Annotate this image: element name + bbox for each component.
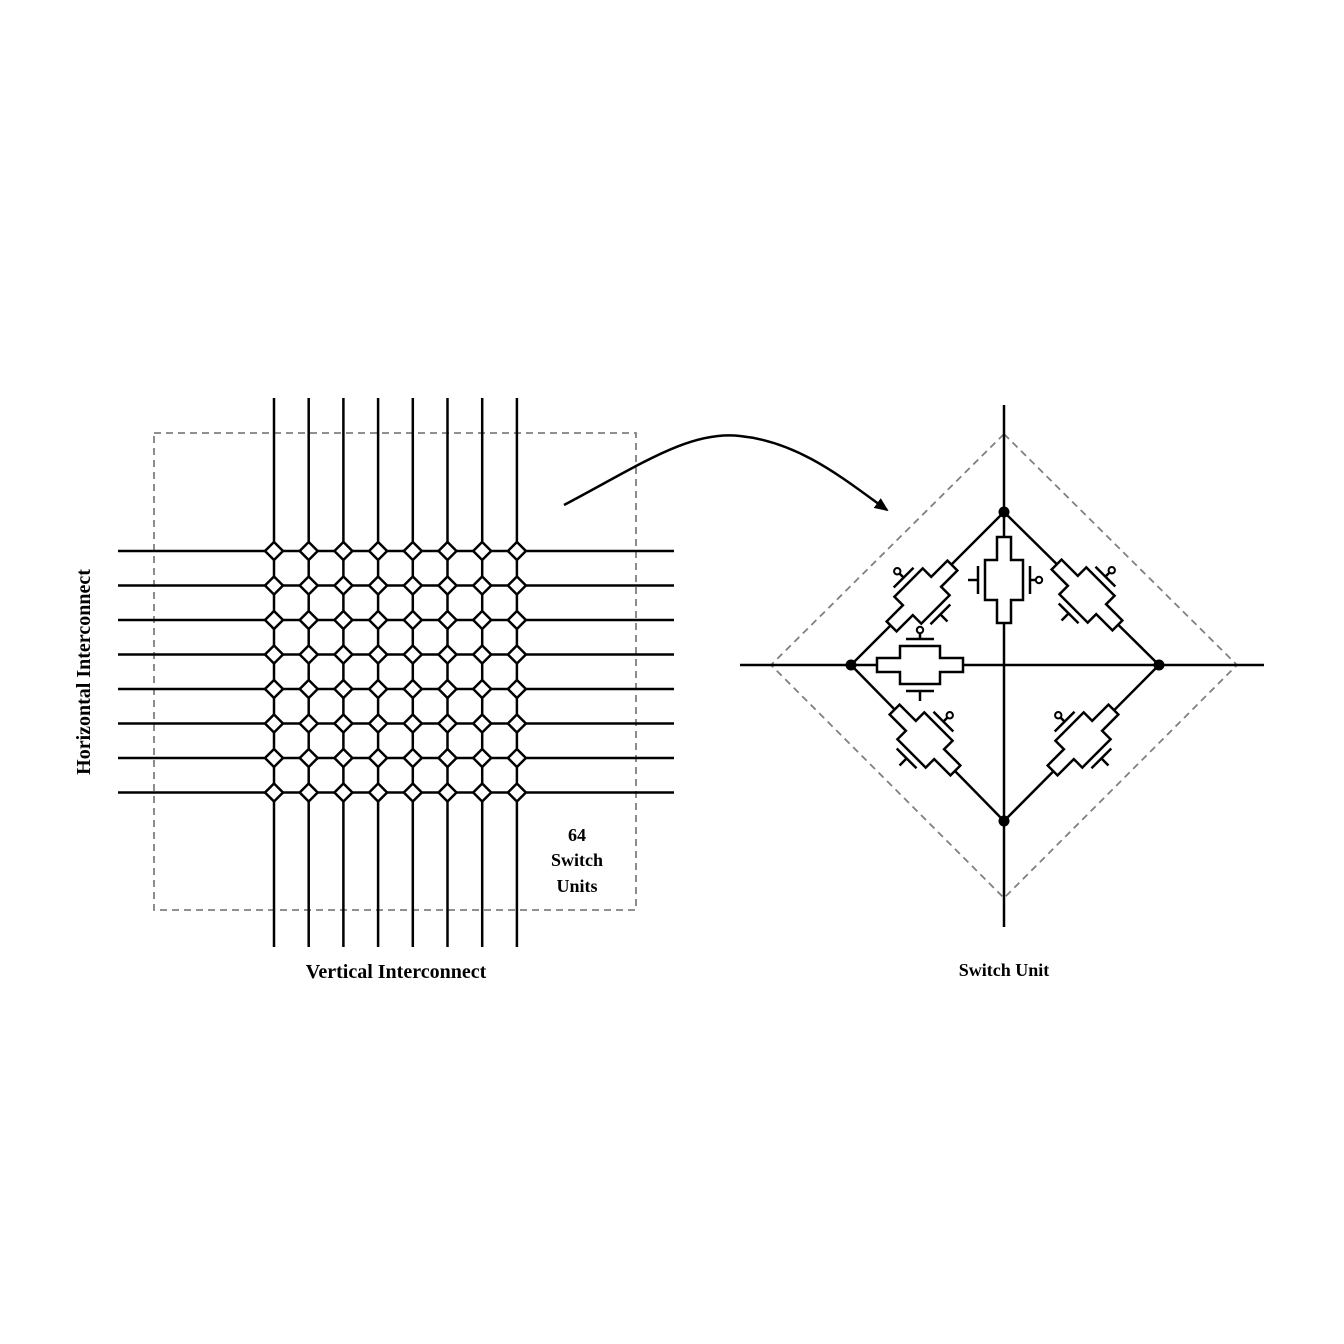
switch-unit xyxy=(436,643,459,666)
switch-unit xyxy=(471,540,493,562)
switch-unit xyxy=(367,678,389,700)
switch-unit xyxy=(436,574,459,597)
switch-unit xyxy=(297,540,320,562)
transmission-gate-lower-left xyxy=(887,702,963,778)
switch-unit xyxy=(436,540,459,562)
switch-unit xyxy=(367,540,389,562)
switch-unit xyxy=(506,540,528,562)
switch-unit xyxy=(332,678,355,700)
switch-unit xyxy=(506,574,528,597)
switch-unit xyxy=(332,747,355,769)
switch-unit xyxy=(263,540,285,562)
junction-dot-top xyxy=(998,506,1010,518)
switch-unit xyxy=(297,609,320,631)
junction-dot-left xyxy=(845,659,857,671)
switch-unit xyxy=(471,678,493,700)
transmission-gates xyxy=(875,535,1125,778)
switch-unit xyxy=(402,781,424,804)
switch-unit xyxy=(471,574,493,597)
callout-line-1: 64 xyxy=(568,825,586,845)
switch-unit xyxy=(402,609,424,631)
vertical-interconnect-label: Vertical Interconnect xyxy=(306,961,487,983)
switch-unit xyxy=(367,781,389,804)
switch-unit xyxy=(367,712,389,735)
junction-dot-right xyxy=(1153,659,1165,671)
switch-unit xyxy=(402,643,424,666)
switch-unit xyxy=(471,643,493,666)
transmission-gate-left-horizontal xyxy=(875,625,965,701)
switch-unit xyxy=(297,781,320,804)
grid-dashed-border xyxy=(153,432,637,911)
switch-unit xyxy=(402,678,424,700)
switch-unit xyxy=(367,574,389,597)
switch-unit xyxy=(332,574,355,597)
switch-unit xyxy=(263,609,285,631)
switch-unit xyxy=(436,781,459,804)
switch-unit xyxy=(436,678,459,700)
switch-unit xyxy=(263,574,285,597)
transmission-gate-upper-right xyxy=(1049,557,1125,633)
switch-unit xyxy=(263,747,285,769)
switch-box-grid xyxy=(118,398,674,947)
switch-unit xyxy=(263,678,285,700)
callout-line-2: Switch xyxy=(551,850,603,870)
switch-unit xyxy=(436,712,459,735)
switch-unit xyxy=(436,609,459,631)
switch-unit-label: Switch Unit xyxy=(959,960,1050,980)
switch-unit xyxy=(332,540,355,562)
switch-unit xyxy=(332,712,355,735)
switch-unit xyxy=(367,643,389,666)
switch-count-callout: 64 Switch Units xyxy=(551,825,603,896)
switch-unit xyxy=(332,609,355,631)
switch-unit xyxy=(402,540,424,562)
switch-unit xyxy=(506,678,528,700)
switch-unit xyxy=(402,747,424,769)
switch-unit xyxy=(297,574,320,597)
switch-unit xyxy=(297,712,320,735)
switch-unit xyxy=(436,747,459,769)
switch-unit xyxy=(367,747,389,769)
switch-unit xyxy=(506,643,528,666)
switch-unit-nodes xyxy=(263,540,528,804)
interconnect-lines xyxy=(118,398,674,947)
transmission-gate-lower-right xyxy=(1045,702,1121,778)
switch-unit xyxy=(506,609,528,631)
switch-unit xyxy=(263,643,285,666)
switch-unit xyxy=(471,747,493,769)
callout-line-3: Units xyxy=(556,876,597,896)
switch-unit xyxy=(367,609,389,631)
switch-unit xyxy=(263,712,285,735)
zoom-arrow xyxy=(563,434,889,512)
switch-unit xyxy=(506,747,528,769)
transmission-gate-upper-left xyxy=(884,558,960,634)
switch-unit-links xyxy=(272,549,519,794)
switch-unit xyxy=(402,712,424,735)
transmission-gate-top-vertical xyxy=(968,535,1044,625)
switch-unit xyxy=(297,643,320,666)
switch-unit xyxy=(471,712,493,735)
switch-unit xyxy=(471,781,493,804)
switch-unit xyxy=(297,747,320,769)
junction-dot-bottom xyxy=(998,815,1010,827)
unit-dashed-outline xyxy=(769,432,1239,900)
switch-unit xyxy=(506,781,528,804)
switch-unit xyxy=(297,678,320,700)
switch-unit xyxy=(402,574,424,597)
switch-unit xyxy=(332,781,355,804)
switch-unit xyxy=(506,712,528,735)
horizontal-interconnect-label: Horizontal Interconnect xyxy=(73,569,95,775)
switch-unit xyxy=(263,781,285,804)
switch-unit-detail xyxy=(740,405,1264,927)
switch-unit xyxy=(471,609,493,631)
switch-unit xyxy=(332,643,355,666)
